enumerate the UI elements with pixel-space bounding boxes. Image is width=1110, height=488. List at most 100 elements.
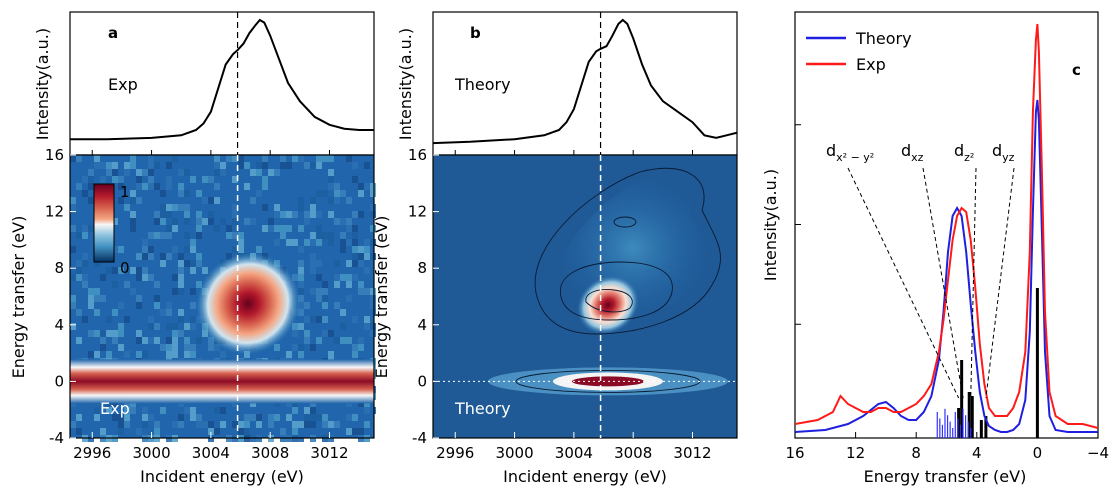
- y-tick-label: 4: [417, 316, 427, 334]
- heatmap-cell: [340, 190, 346, 197]
- heatmap-cell: [364, 162, 370, 169]
- heatmap-cell: [268, 421, 274, 428]
- panel-c: dx² − y² dxz dz² dyz 16 12 8 4 0 −4 Theory Exp c…: [761, 11, 1109, 486]
- heatmap-cell: [352, 344, 358, 351]
- heatmap-cell: [208, 211, 214, 218]
- heatmap-cell: [118, 183, 124, 190]
- x-tick-label: 0: [1033, 444, 1043, 462]
- heatmap-cell: [100, 288, 106, 295]
- heatmap-cell: [304, 421, 310, 428]
- heatmap-cell: [124, 204, 130, 211]
- heatmap-cell: [130, 351, 136, 358]
- heatmap-cell: [304, 407, 310, 414]
- panel-b-top-ylabel: Intensity(a.u.): [396, 28, 415, 140]
- heatmap-cell: [358, 344, 364, 351]
- heatmap-cell: [154, 211, 160, 218]
- heatmap-cell: [142, 274, 148, 281]
- heatmap-cell: [106, 267, 112, 274]
- heatmap-cell: [166, 351, 172, 358]
- heatmap-cell: [304, 414, 310, 421]
- heatmap-cell: [154, 323, 160, 330]
- heatmap-cell: [286, 162, 292, 169]
- heatmap-cell: [88, 169, 94, 176]
- heatmap-cell: [136, 176, 142, 183]
- heatmap-cell: [262, 204, 268, 211]
- heatmap-cell: [298, 295, 304, 302]
- heatmap-cell: [316, 288, 322, 295]
- heatmap-cell: [136, 267, 142, 274]
- heatmap-cell: [88, 232, 94, 239]
- panel-b: b Theory Intensity(a.u.) Theory 2996 3000…: [372, 11, 738, 486]
- heatmap-cell: [118, 176, 124, 183]
- heatmap-cell: [238, 239, 244, 246]
- y-tick-label: 4: [54, 316, 64, 334]
- heatmap-cell: [238, 414, 244, 421]
- heatmap-cell: [94, 260, 100, 267]
- heatmap-cell: [310, 260, 316, 267]
- heatmap-cell: [130, 197, 136, 204]
- heatmap-cell: [70, 323, 76, 330]
- heatmap-cell: [202, 218, 208, 225]
- heatmap-cell: [262, 407, 268, 414]
- heatmap-cell: [142, 253, 148, 260]
- heatmap-cell: [358, 337, 364, 344]
- heatmap-cell: [196, 211, 202, 218]
- heatmap-cell: [214, 155, 220, 162]
- heatmap-cell: [310, 232, 316, 239]
- series-line-theory: [795, 99, 1098, 433]
- heatmap-cell: [88, 225, 94, 232]
- heatmap-cell: [112, 232, 118, 239]
- heatmap-cell: [166, 204, 172, 211]
- heatmap-cell: [202, 211, 208, 218]
- heatmap-cell: [154, 190, 160, 197]
- heatmap-cell: [298, 351, 304, 358]
- heatmap-cell: [196, 190, 202, 197]
- heatmap-cell: [256, 414, 262, 421]
- heatmap-cell: [298, 428, 304, 435]
- heatmap-cell: [262, 176, 268, 183]
- heatmap-cell: [340, 309, 346, 316]
- heatmap-cell: [334, 183, 340, 190]
- heatmap-cell: [190, 176, 196, 183]
- heatmap-cell: [184, 190, 190, 197]
- heatmap-cell: [298, 302, 304, 309]
- heatmap-cell: [214, 428, 220, 435]
- heatmap-cell: [328, 169, 334, 176]
- annotation-leader: [847, 167, 960, 399]
- heatmap-cell: [130, 211, 136, 218]
- heatmap-cell: [106, 400, 112, 407]
- heatmap-cell: [88, 302, 94, 309]
- heatmap-cell: [76, 260, 82, 267]
- heatmap-cell: [328, 421, 334, 428]
- heatmap-cell: [358, 169, 364, 176]
- heatmap-cell: [208, 176, 214, 183]
- heatmap-cell: [226, 155, 232, 162]
- x-tick-label: 3008: [614, 444, 652, 462]
- heatmap-cell: [364, 169, 370, 176]
- heatmap-cell: [250, 246, 256, 253]
- heatmap-cell: [310, 204, 316, 211]
- heatmap-cell: [334, 218, 340, 225]
- panel-a-top-spectrum: [70, 18, 374, 141]
- heatmap-cell: [340, 407, 346, 414]
- heatmap-cell: [112, 281, 118, 288]
- panel-a-xlabel: Incident energy (eV): [140, 467, 304, 486]
- heatmap-cell: [178, 169, 184, 176]
- heatmap-cell: [124, 281, 130, 288]
- heatmap-cell: [322, 302, 328, 309]
- heatmap-cell: [166, 176, 172, 183]
- heatmap-cell: [292, 155, 298, 162]
- heatmap-cell: [166, 211, 172, 218]
- heatmap-cell: [172, 225, 178, 232]
- heatmap-cell: [352, 428, 358, 435]
- heatmap-cell: [256, 169, 262, 176]
- heatmap-cell: [328, 400, 334, 407]
- heatmap-cell: [148, 337, 154, 344]
- annotation-leader: [970, 167, 977, 399]
- heatmap-cell: [358, 400, 364, 407]
- heatmap-cell: [232, 183, 238, 190]
- heatmap-cell: [88, 344, 94, 351]
- heatmap-cell: [262, 225, 268, 232]
- heatmap-cell: [184, 232, 190, 239]
- heatmap-cell: [148, 414, 154, 421]
